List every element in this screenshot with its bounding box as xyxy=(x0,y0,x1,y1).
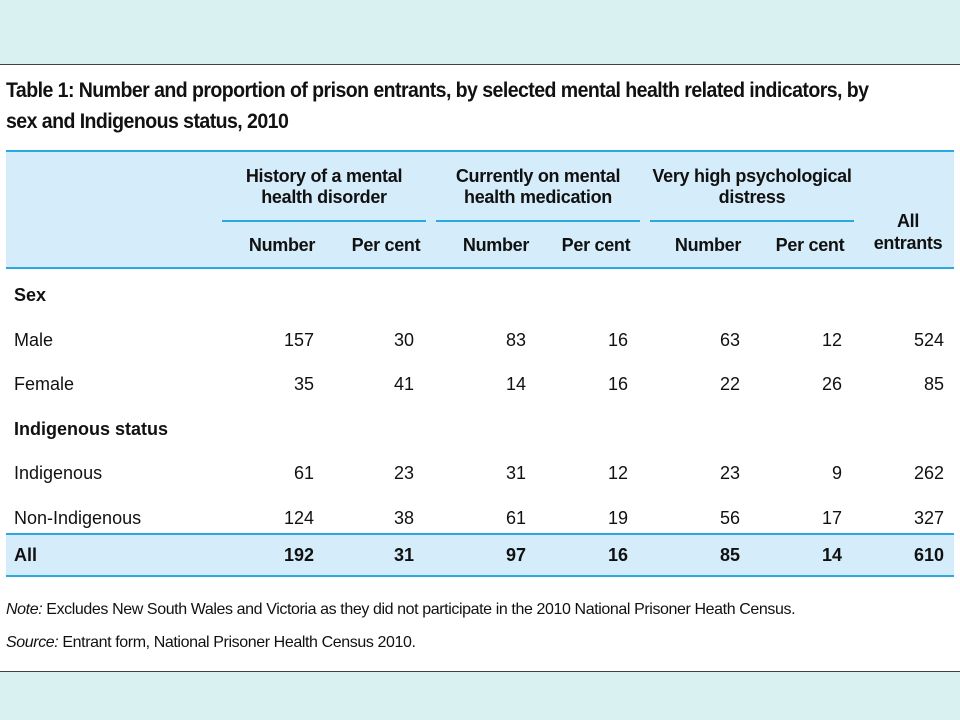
table-cell: 23 xyxy=(393,463,414,483)
table-cell: 9 xyxy=(831,463,842,483)
row-label: Female xyxy=(14,374,75,394)
data-table: History of a mental health disorder Curr… xyxy=(6,150,954,577)
subheader-number: Number xyxy=(462,235,530,255)
table-cell: 524 xyxy=(913,329,944,350)
subheader-number: Number xyxy=(248,235,316,255)
table-cell: 14 xyxy=(505,374,526,394)
table-cell: 63 xyxy=(719,329,740,350)
table-title: Table 1: Number and proportion of prison… xyxy=(6,79,869,133)
group-rule-1 xyxy=(222,220,426,222)
row-label: Non-Indigenous xyxy=(14,507,142,528)
group-header-distress: Very high psychological distress xyxy=(652,166,852,207)
table-cell: 23 xyxy=(719,463,740,483)
subheader-per-cent: Per cent xyxy=(561,235,631,255)
total-cell: 31 xyxy=(393,545,414,565)
table-cell: 38 xyxy=(393,507,414,528)
table-cell: 56 xyxy=(719,507,740,528)
header-rule xyxy=(6,267,954,269)
table-cell: 16 xyxy=(607,329,628,350)
source-prefix: Source: xyxy=(6,634,59,651)
total-cell: 85 xyxy=(719,545,740,565)
table-cell: 327 xyxy=(913,507,944,528)
note-text: Excludes New South Wales and Victoria as… xyxy=(46,601,796,618)
subheader-per-cent: Per cent xyxy=(775,235,845,255)
total-band xyxy=(6,533,954,575)
group-header-medication: Currently on mental health medication xyxy=(455,166,621,207)
total-cell: 192 xyxy=(283,545,314,565)
table-cell: 19 xyxy=(607,507,628,528)
total-row-label: All xyxy=(14,545,38,565)
subheader-number: Number xyxy=(674,235,742,255)
subheader-per-cent: Per cent xyxy=(351,235,421,255)
table-cell: 61 xyxy=(293,463,314,483)
group-rule-2 xyxy=(436,220,640,222)
table-cell: 61 xyxy=(505,507,526,528)
table-note: Note: Excludes New South Wales and Victo… xyxy=(6,600,796,620)
total-top-rule xyxy=(6,533,954,535)
header-band xyxy=(6,150,954,268)
table-cell: 30 xyxy=(393,329,414,350)
total-cell: 610 xyxy=(913,545,944,565)
table-cell: 26 xyxy=(821,374,842,394)
table-cell: 12 xyxy=(821,329,842,350)
group-rule-3 xyxy=(650,220,854,222)
table-cell: 157 xyxy=(283,329,314,350)
section-heading: Indigenous status xyxy=(14,418,169,439)
row-label: Male xyxy=(14,329,54,350)
row-label: Indigenous xyxy=(14,463,103,483)
note-prefix: Note: xyxy=(6,601,43,618)
source-text: Entrant form, National Prisoner Health C… xyxy=(62,634,416,651)
total-cell: 16 xyxy=(607,545,628,565)
table-cell: 262 xyxy=(913,463,944,483)
section-heading: Sex xyxy=(14,285,47,305)
all-entrants-header: All entrants xyxy=(873,211,943,253)
group-header-history: History of a mental health disorder xyxy=(245,166,403,207)
table-cell: 41 xyxy=(393,374,414,394)
table-cell: 124 xyxy=(283,507,314,528)
table-cell: 12 xyxy=(607,463,628,483)
table-cell: 16 xyxy=(607,374,628,394)
table-cell: 85 xyxy=(923,374,944,394)
table-cell: 22 xyxy=(719,374,740,394)
bottom-rule xyxy=(6,575,954,577)
table-source: Source: Entrant form, National Prisoner … xyxy=(6,633,416,653)
table-cell: 17 xyxy=(821,507,842,528)
total-cell: 14 xyxy=(821,545,842,565)
top-rule xyxy=(6,150,954,152)
total-cell: 97 xyxy=(505,545,526,565)
table-cell: 31 xyxy=(505,463,526,483)
table-cell: 83 xyxy=(505,329,526,350)
table-cell: 35 xyxy=(293,374,314,394)
table-sheet: Table 1: Number and proportion of prison… xyxy=(0,64,960,672)
